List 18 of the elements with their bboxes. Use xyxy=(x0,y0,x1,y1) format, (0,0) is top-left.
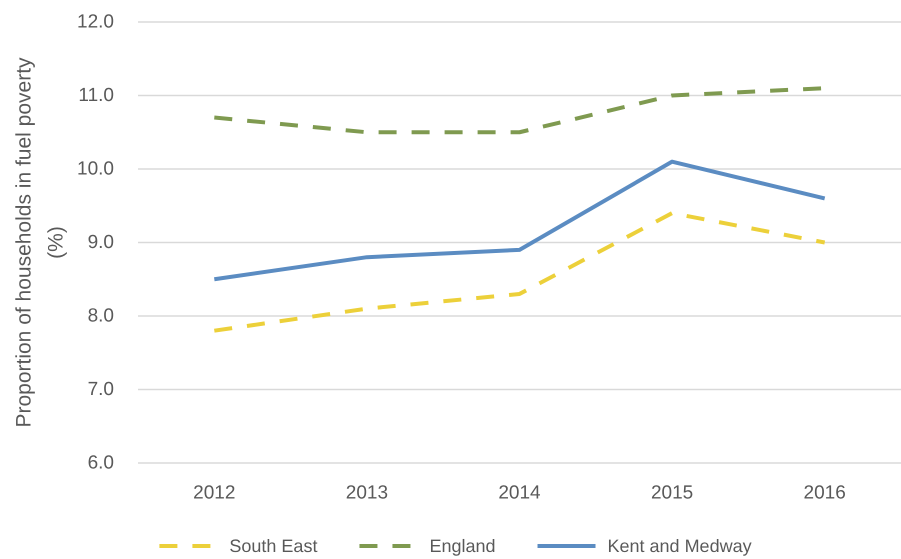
y-tick-label: 12.0 xyxy=(77,12,114,32)
y-tick-label: 7.0 xyxy=(88,379,114,400)
legend-label: Kent and Medway xyxy=(608,536,752,556)
legend-label: England xyxy=(429,536,496,556)
x-tick-label: 2012 xyxy=(193,482,236,504)
line-series xyxy=(212,160,827,282)
line-series xyxy=(212,211,827,333)
y-tick-label: 10.0 xyxy=(77,158,114,180)
x-tick-label: 2016 xyxy=(804,482,846,504)
y-tick-label: 9.0 xyxy=(88,232,114,253)
y-axis-title: Proportion of households in fuel poverty (%) xyxy=(12,56,68,428)
x-tick-label: 2015 xyxy=(650,482,694,504)
y-tick-label: 8.0 xyxy=(88,306,114,326)
y-tick-label: 6.0 xyxy=(88,452,114,474)
y-tick-label: 11.0 xyxy=(78,85,114,106)
legend-label: South East xyxy=(229,536,318,556)
x-tick-label: 2014 xyxy=(498,482,542,504)
x-tick-label: 2013 xyxy=(346,482,388,504)
